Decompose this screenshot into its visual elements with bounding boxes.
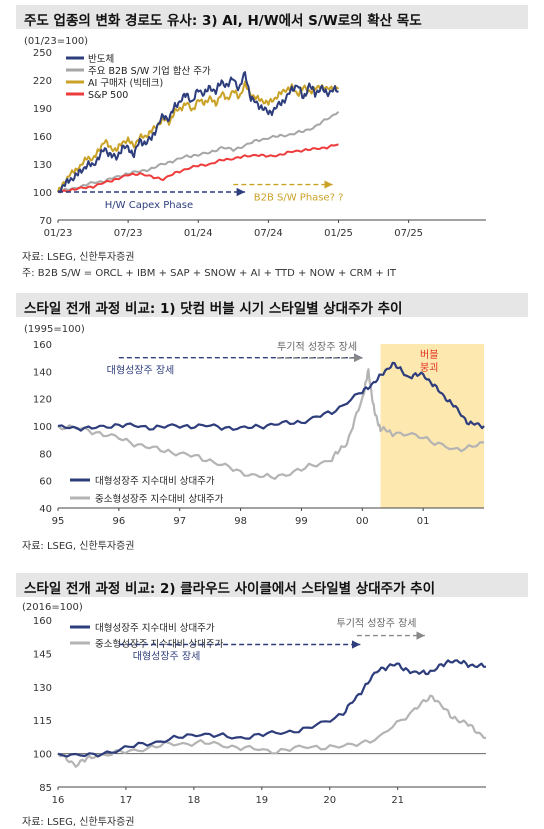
y-tick-label: 130 xyxy=(33,160,52,171)
y-tick-label: 130 xyxy=(33,683,52,694)
bubble-shade xyxy=(380,344,484,508)
base-label-2: (1995=100) xyxy=(24,324,85,335)
x-tick-label: 00 xyxy=(356,516,369,527)
series-line xyxy=(57,659,487,758)
source-1: 자료: LSEG, 신한투자증권 xyxy=(22,252,135,263)
chart-panel-1: 주도 업종의 변화 경로도 유사: 3) AI, H/W에서 S/W로의 확산 … xyxy=(0,0,544,290)
title-bar-2 xyxy=(16,293,528,317)
chart-panel-3: 스타일 전개 과정 비교: 2) 클라우드 사이클에서 스타일별 상대주가 추이… xyxy=(0,565,544,829)
title-bar-1 xyxy=(16,5,528,29)
y-tick-label: 85 xyxy=(39,783,52,794)
x-tick-label: 07/25 xyxy=(394,228,423,239)
source-3: 자료: LSEG, 신한투자증권 xyxy=(22,817,135,828)
bubble-label-line1: 버블 xyxy=(420,349,438,361)
title-bar-3 xyxy=(16,573,528,597)
series-line xyxy=(57,694,487,768)
bubble-label-line2: 붕괴 xyxy=(420,362,438,374)
x-tick-label: 97 xyxy=(173,516,186,527)
legend-label: AI 구매자 (빅테크) xyxy=(88,78,163,89)
spec-label: 투기적 성장주 장세 xyxy=(337,618,417,630)
legend-label: 대형성장주 지수대비 상대주가 xyxy=(95,623,215,634)
x-tick-label: 17 xyxy=(120,795,133,806)
y-tick-label: 160 xyxy=(33,132,52,143)
base-label-3: (2016=100) xyxy=(22,602,83,613)
y-tick-label: 250 xyxy=(33,48,52,59)
series-line xyxy=(57,143,339,193)
b2b-phase-label: B2B S/W Phase? ? xyxy=(254,193,344,204)
x-tick-label: 01/23 xyxy=(44,228,73,239)
chart-title-3: 스타일 전개 과정 비교: 2) 클라우드 사이클에서 스타일별 상대주가 추이 xyxy=(24,581,436,597)
y-tick-label: 100 xyxy=(33,422,52,433)
y-tick-label: 115 xyxy=(33,716,52,727)
legend-label: 반도체 xyxy=(88,54,114,65)
legend-label: S&P 500 xyxy=(88,90,128,101)
y-tick-label: 100 xyxy=(33,750,52,761)
series-line xyxy=(57,361,485,432)
legend-label: 대형성장주 지수대비 상대주가 xyxy=(95,476,215,487)
y-tick-label: 160 xyxy=(33,616,52,627)
chart-3-svg: 85 100 115 130 145 160 16 17 18 19 20 21 대형성장주 지수대비 … xyxy=(33,616,487,806)
x-tick-label: 19 xyxy=(255,795,268,806)
source-2: 자료: LSEG, 신한투자증권 xyxy=(22,541,135,552)
chart-panel-2: 스타일 전개 과정 비교: 1) 닷컴 버블 시기 스타일별 상대주가 추이 (… xyxy=(0,290,544,560)
legend-label: 중소형성장주 지수대비 상대주가 xyxy=(95,494,224,505)
x-tick-label: 18 xyxy=(188,795,201,806)
y-tick-label: 140 xyxy=(33,367,52,378)
y-tick-label: 120 xyxy=(33,395,52,406)
series-line xyxy=(57,71,339,193)
y-tick-label: 100 xyxy=(33,188,52,199)
x-tick-label: 96 xyxy=(112,516,125,527)
y-tick-label: 220 xyxy=(33,76,52,87)
series-line xyxy=(57,368,484,480)
x-tick-label: 95 xyxy=(52,516,65,527)
x-tick-label: 21 xyxy=(391,795,404,806)
series-line xyxy=(57,80,340,193)
x-tick-label: 98 xyxy=(234,516,247,527)
y-tick-label: 80 xyxy=(39,449,52,460)
x-tick-label: 20 xyxy=(323,795,336,806)
chart-title-1: 주도 업종의 변화 경로도 유사: 3) AI, H/W에서 S/W로의 확산 … xyxy=(24,13,422,29)
x-tick-label: 07/23 xyxy=(114,228,143,239)
y-tick-label: 145 xyxy=(33,649,52,660)
x-tick-label: 01/24 xyxy=(184,228,213,239)
y-tick-label: 60 xyxy=(39,477,52,488)
chart-1-svg: 70 100 130 160 190 220 250 01/23 07/23 01/24 07/24… xyxy=(33,48,486,239)
y-tick-label: 40 xyxy=(39,504,52,515)
formula-note: 주: B2B S/W = ORCL + IBM + SAP + SNOW + A… xyxy=(22,268,396,279)
x-tick-label: 16 xyxy=(52,795,65,806)
x-tick-label: 01/25 xyxy=(324,228,353,239)
base-label-1: (01/23=100) xyxy=(24,36,89,47)
x-tick-label: 07/24 xyxy=(254,228,283,239)
hw-phase-label: H/W Capex Phase xyxy=(105,200,193,211)
growth-label: 대형성장주 장세 xyxy=(133,650,201,662)
chart-title-2: 스타일 전개 과정 비교: 1) 닷컴 버블 시기 스타일별 상대주가 추이 xyxy=(24,301,403,317)
x-tick-label: 99 xyxy=(295,516,308,527)
legend-label: 주요 B2B S/W 기업 합산 주가 xyxy=(88,65,211,77)
spec-label: 투기적 성장주 장세 xyxy=(277,341,357,353)
y-tick-label: 190 xyxy=(33,104,52,115)
growth-label: 대형성장주 장세 xyxy=(107,365,175,377)
x-tick-label: 01 xyxy=(417,516,430,527)
y-tick-label: 160 xyxy=(33,340,52,351)
y-tick-label: 70 xyxy=(39,216,52,227)
